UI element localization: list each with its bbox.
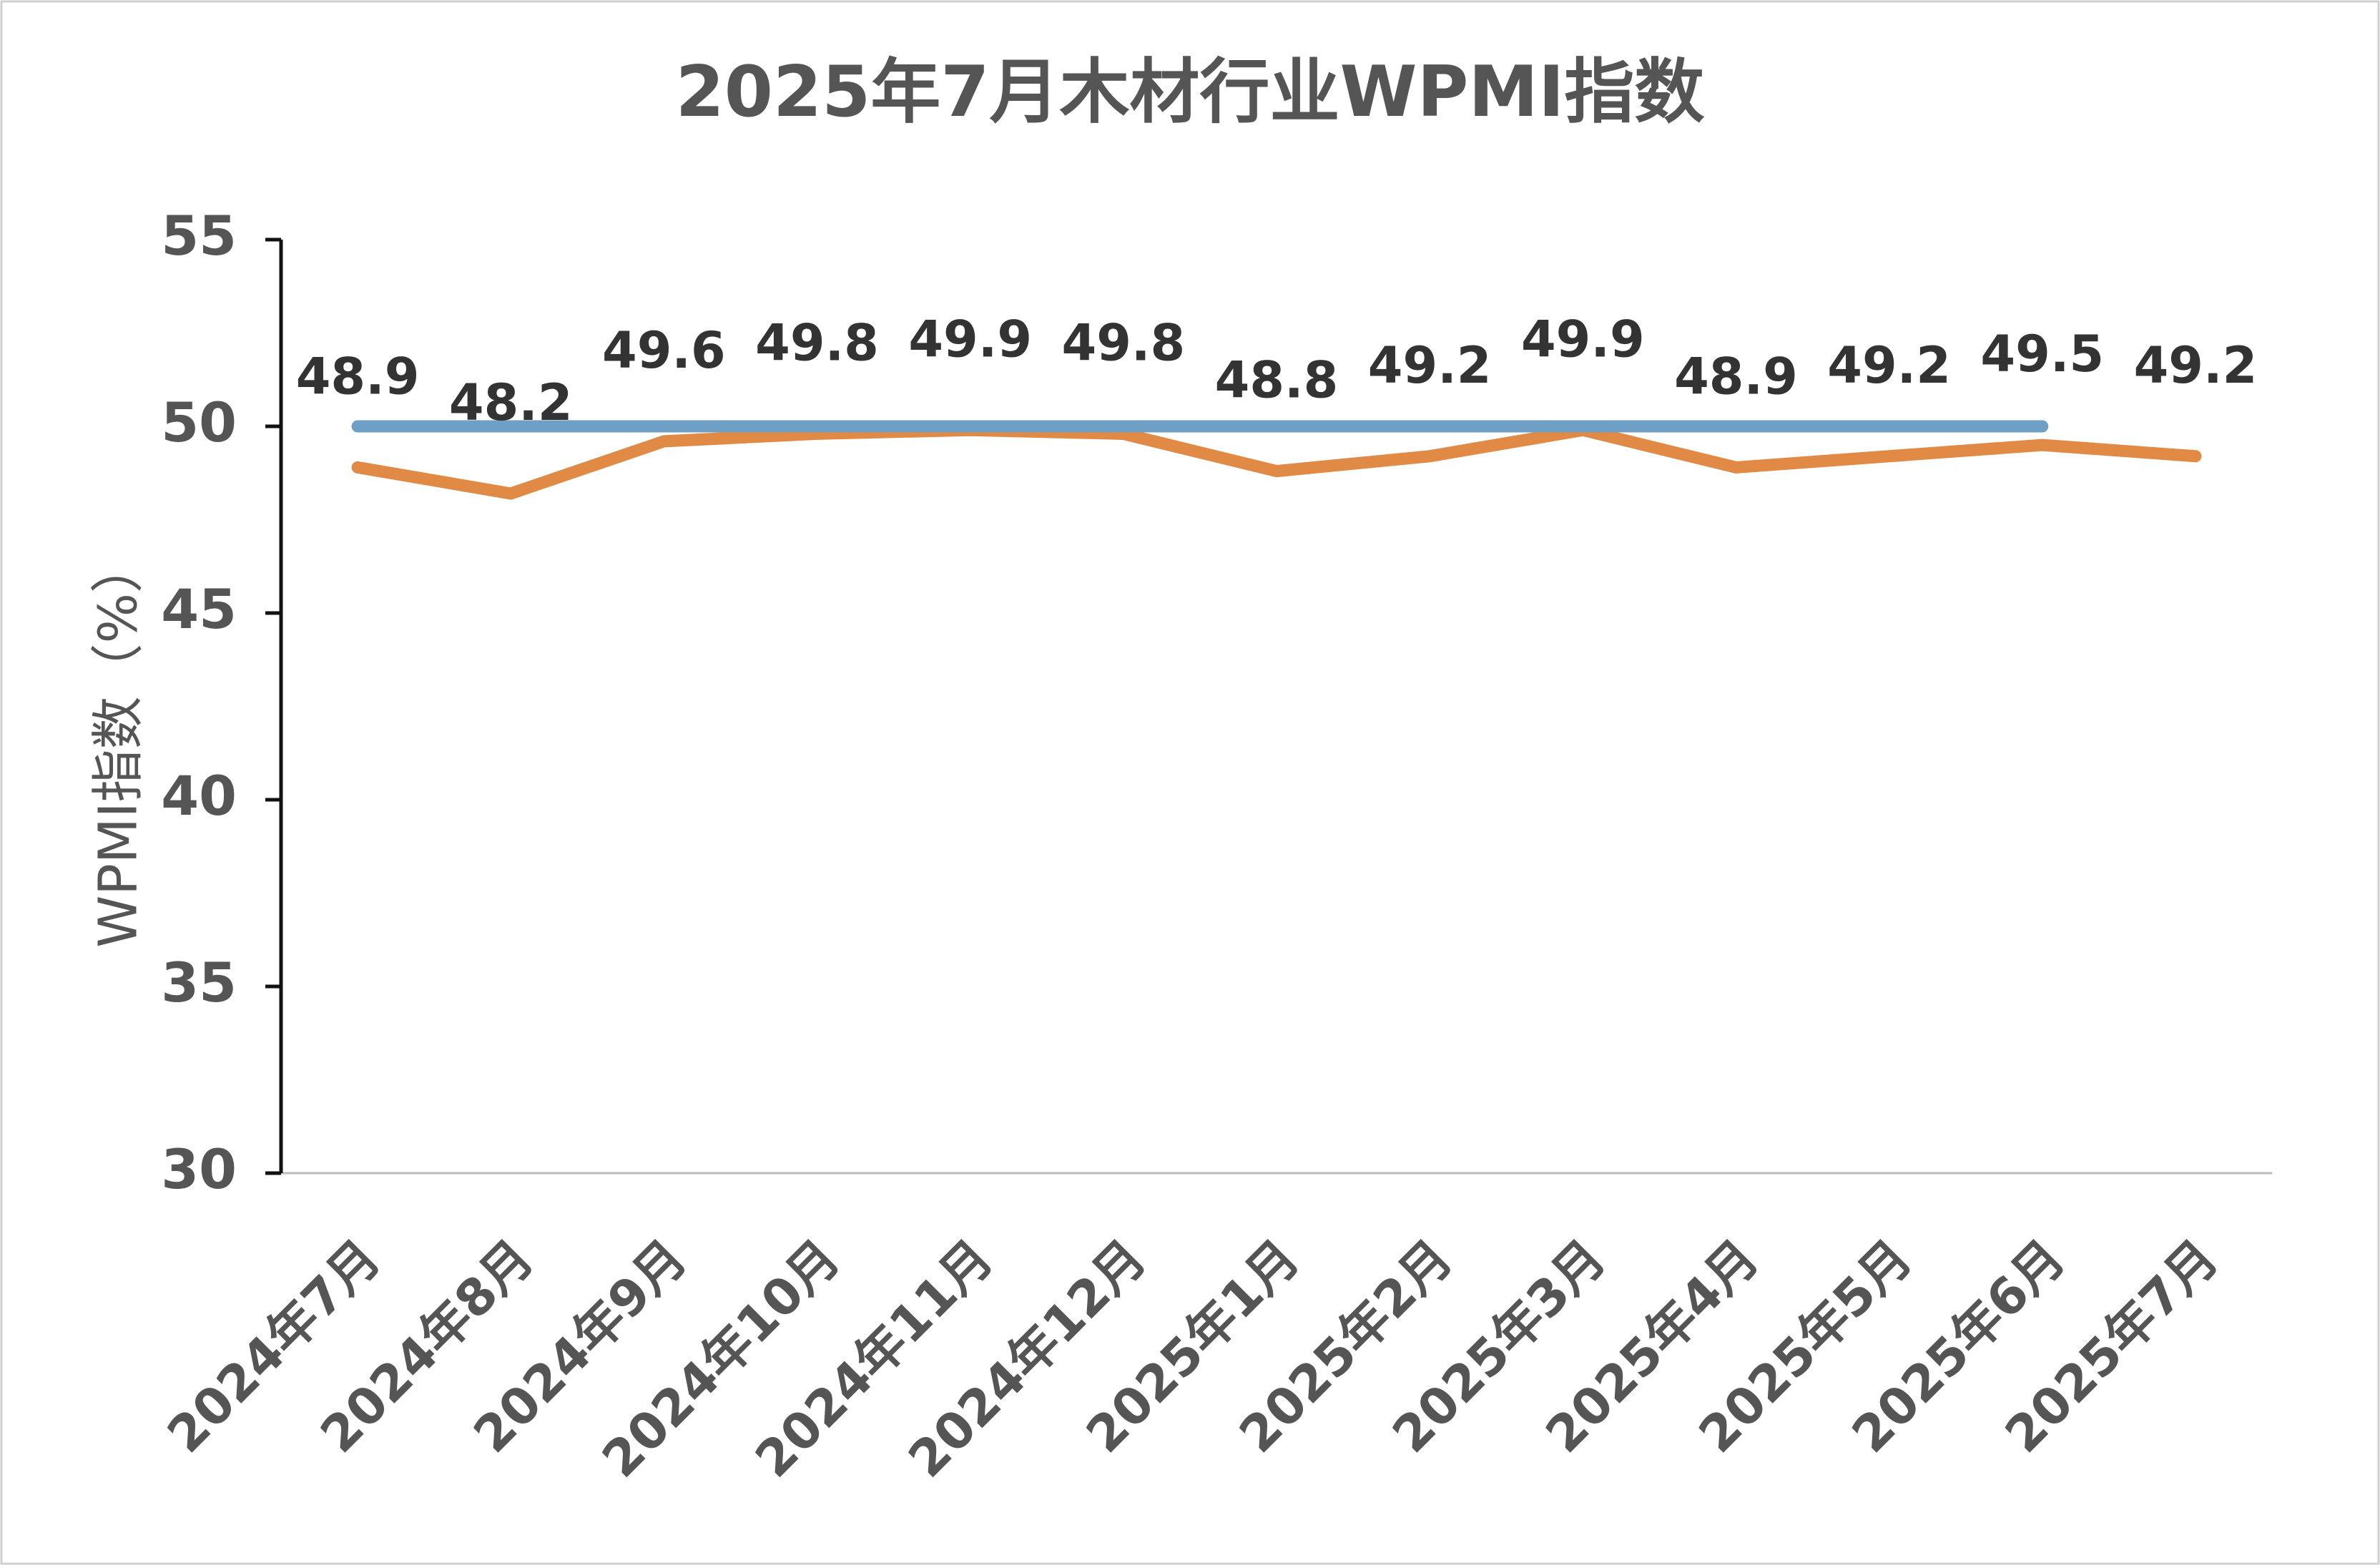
y-tick-label: 30 bbox=[161, 1137, 237, 1201]
data-label: 49.8 bbox=[755, 313, 879, 372]
data-label: 48.8 bbox=[1215, 351, 1339, 410]
data-label: 49.9 bbox=[1521, 310, 1645, 368]
data-label: 49.2 bbox=[2134, 336, 2258, 395]
data-label: 49.2 bbox=[1368, 336, 1492, 395]
data-label: 49.6 bbox=[602, 321, 726, 380]
data-label: 49.2 bbox=[1827, 336, 1951, 395]
data-label: 48.2 bbox=[449, 373, 573, 432]
y-tick-label: 45 bbox=[161, 577, 237, 641]
chart-title: 2025年7月木材行业WPMI指数 bbox=[676, 52, 1705, 133]
y-tick-label: 40 bbox=[161, 764, 237, 828]
data-label: 49.5 bbox=[1980, 325, 2104, 383]
y-axis-title: WPMI指数（%） bbox=[88, 540, 149, 948]
y-tick-label: 55 bbox=[161, 204, 237, 268]
data-label: 48.9 bbox=[296, 347, 420, 406]
y-tick-label: 35 bbox=[161, 951, 237, 1014]
series-line bbox=[351, 423, 2202, 500]
data-label: 49.8 bbox=[1061, 313, 1185, 372]
y-tick-label: 50 bbox=[161, 391, 237, 454]
data-label: 48.9 bbox=[1674, 347, 1798, 406]
data-label: 49.9 bbox=[908, 310, 1032, 368]
